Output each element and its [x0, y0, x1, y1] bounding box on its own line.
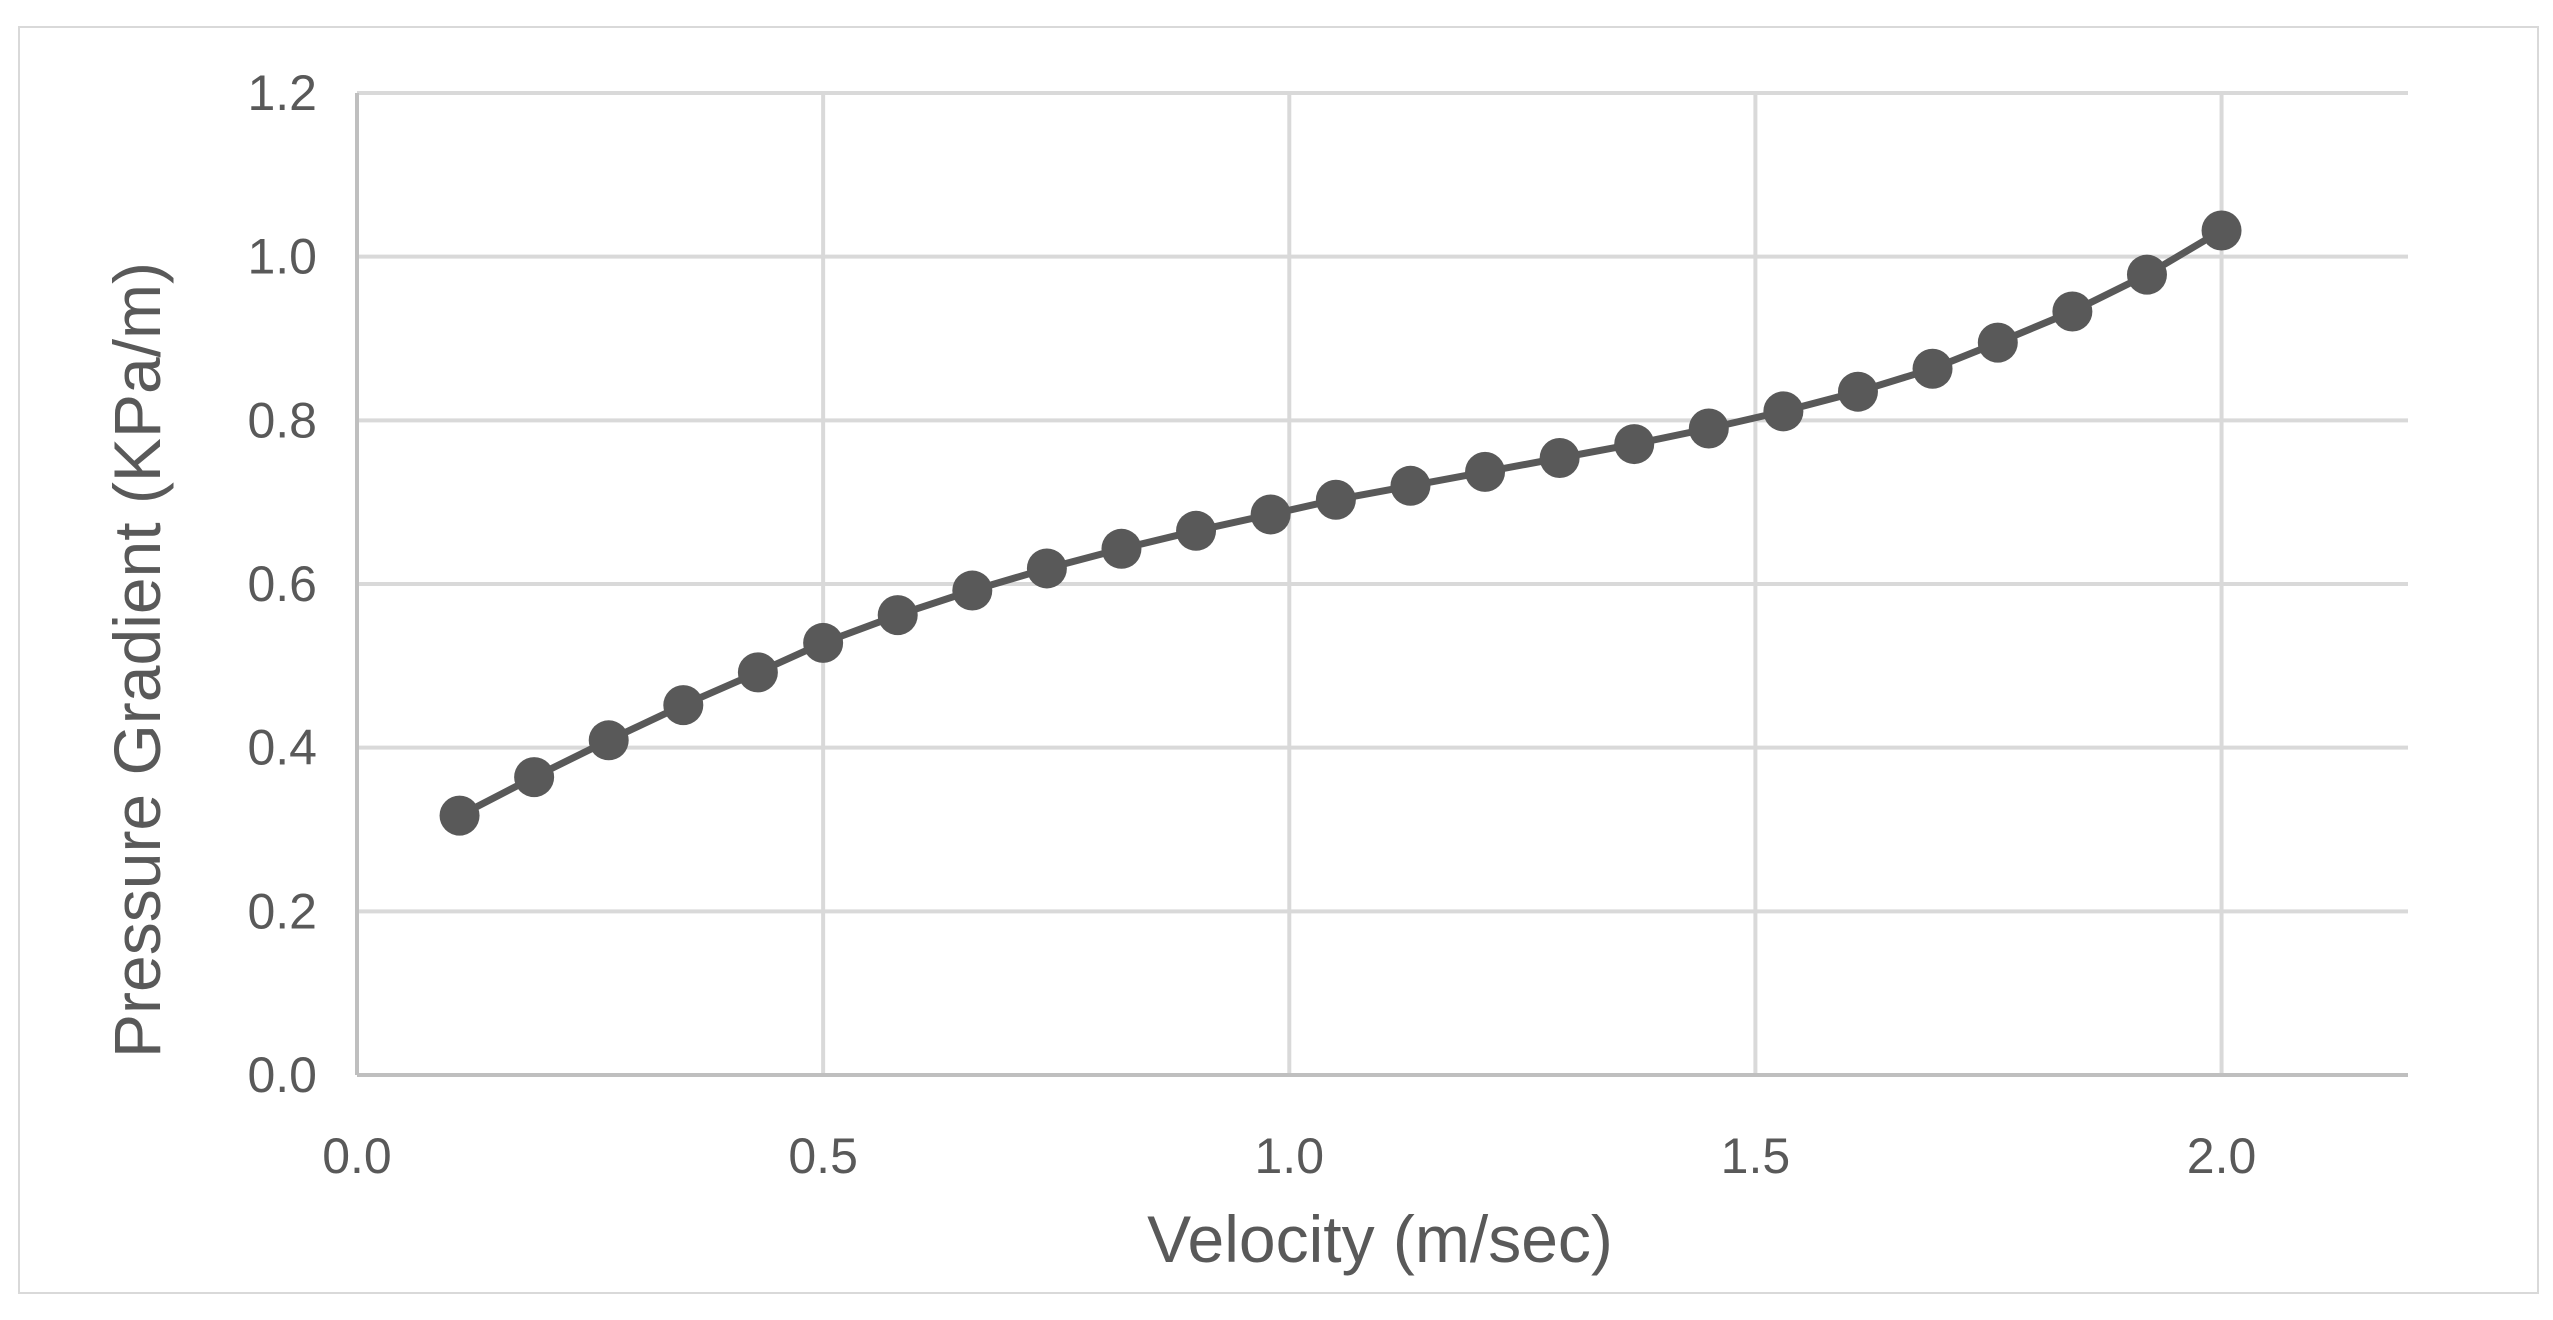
- x-tick-label: 0.5: [788, 1128, 858, 1184]
- data-point: [952, 570, 993, 611]
- data-point: [1465, 451, 1506, 492]
- y-tick-label: 0.2: [247, 883, 317, 939]
- y-axis-title: Pressure Gradient (KPa/m): [100, 262, 174, 1058]
- data-point: [877, 595, 918, 636]
- axis-layer: [355, 93, 2408, 1077]
- data-point: [2201, 210, 2242, 251]
- x-tick-label: 1.0: [1255, 1128, 1325, 1184]
- chart-frame: [18, 26, 2539, 1294]
- data-point: [1614, 424, 1655, 465]
- x-tick-label: 2.0: [2187, 1128, 2257, 1184]
- series-line: [457, 227, 2224, 819]
- x-axis-title: Velocity (m/sec): [1147, 1202, 1613, 1276]
- data-point: [514, 757, 555, 798]
- x-tick-label: 1.5: [1721, 1128, 1791, 1184]
- data-point: [1837, 371, 1878, 412]
- data-point: [1763, 391, 1804, 432]
- y-tick-label: 0.8: [247, 392, 317, 448]
- data-point: [1176, 510, 1217, 551]
- y-tick-label: 1.0: [247, 229, 317, 285]
- y-tick-label: 0.4: [247, 720, 317, 776]
- data-point: [663, 685, 704, 726]
- y-tick-label: 0.6: [247, 556, 317, 612]
- y-tick-label: 1.2: [247, 65, 317, 121]
- y-tick-label: 0.0: [247, 1047, 317, 1103]
- data-point: [1026, 548, 1067, 589]
- data-point: [1315, 479, 1356, 520]
- data-point: [803, 622, 844, 663]
- data-point: [1977, 322, 2018, 363]
- data-point: [1101, 528, 1142, 569]
- data-point: [1688, 408, 1729, 449]
- data-point: [2126, 254, 2167, 295]
- data-point: [1539, 437, 1580, 478]
- data-point: [588, 720, 629, 761]
- series-layer: [439, 210, 2242, 836]
- data-point: [737, 652, 778, 693]
- x-tick-label: 0.0: [322, 1128, 392, 1184]
- data-point: [2052, 291, 2093, 332]
- data-point: [1912, 348, 1953, 389]
- data-point: [439, 795, 480, 836]
- grid-layer: [357, 91, 2408, 1075]
- data-point: [1250, 494, 1291, 535]
- data-point: [1390, 465, 1431, 506]
- tick-label-layer: 0.0 0.2 0.4 0.6 0.8 1.0 1.2 0.0 0.5 1.0 1.5 2.0: [247, 65, 2256, 1184]
